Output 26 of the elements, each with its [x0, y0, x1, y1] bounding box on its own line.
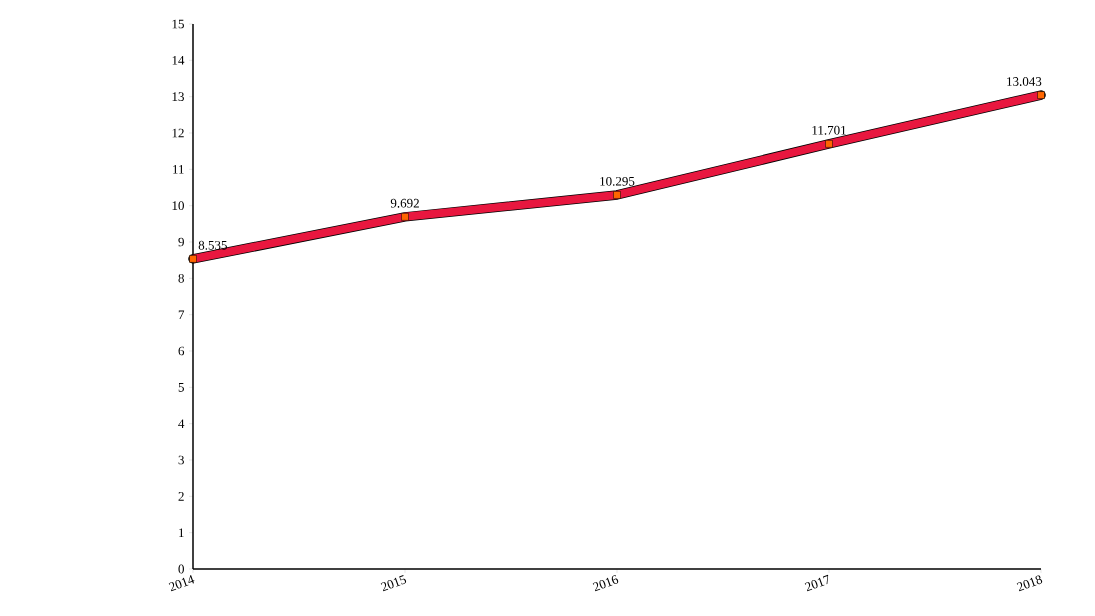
x-tick-label: 2015 — [380, 575, 407, 592]
y-tick-label: 15 — [172, 19, 184, 29]
y-tick-label: 8 — [178, 273, 184, 283]
y-tick-label: 9 — [178, 237, 184, 247]
y-tick-label: 1 — [179, 528, 184, 537]
data-label: 13.043 — [1007, 77, 1042, 86]
x-tick-label: 2018 — [1016, 575, 1043, 592]
y-tick-label: 14 — [172, 56, 185, 65]
y-tick-label: 13 — [172, 92, 184, 102]
y-tick-label: 4 — [178, 419, 185, 428]
y-tick-label: 7 — [178, 310, 185, 319]
y-tick-label: 0 — [178, 564, 184, 574]
x-tick-label: 2017 — [804, 574, 829, 592]
data-label: 8.535 — [198, 240, 227, 250]
y-tick-label: 6 — [178, 346, 185, 356]
data-label: 11.701 — [812, 125, 846, 135]
y-tick-label: 10 — [172, 201, 184, 211]
y-tick-label: 2 — [178, 492, 184, 501]
y-tick-label: 11 — [173, 165, 184, 174]
x-tick-label: 2014 — [168, 575, 195, 592]
y-tick-label: 12 — [172, 128, 184, 138]
x-tick-label: 2016 — [592, 575, 619, 592]
y-tick-label: 3 — [178, 455, 184, 465]
y-tick-label: 5 — [178, 383, 184, 392]
data-label: 10.295 — [600, 176, 635, 186]
data-label: 9.692 — [390, 198, 419, 208]
